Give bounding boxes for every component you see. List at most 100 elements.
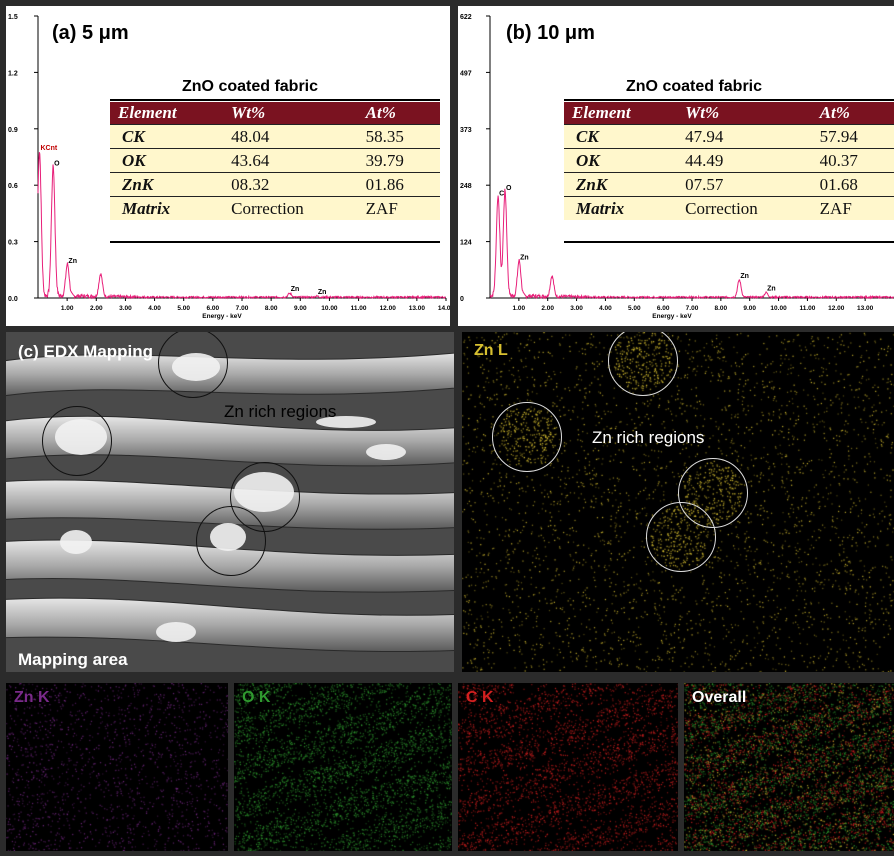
cell: 47.94 (677, 124, 812, 149)
x-tick-label: 8.00 (265, 305, 278, 312)
x-tick-label: 3.00 (570, 305, 583, 312)
sem-image: (c) EDX Mapping Zn rich regions Mapping … (6, 332, 454, 672)
cell: Correction (677, 196, 812, 220)
x-tick-label: 9.00 (294, 305, 307, 312)
c-k-label: C K (466, 689, 494, 706)
cell: 58.35 (357, 124, 440, 149)
x-tick-label: 6.00 (657, 305, 670, 312)
x-tick-label: 12.00 (380, 305, 397, 312)
zn-l-map: Zn L Zn rich regions (462, 332, 894, 672)
peak-label: Zn (68, 258, 77, 265)
zn-rich-circle (492, 402, 562, 472)
cell: 44.49 (677, 148, 812, 173)
zn-k-dots (6, 683, 228, 851)
x-tick-label: 1.00 (513, 305, 526, 312)
x-tick-label: 7.00 (686, 305, 699, 312)
overall-label: Overall (692, 689, 747, 706)
spectrum-panel-a: 0.0 0.3 0.6 0.9 1.2 1.5 1.00 2.00 3.00 4.00 5.00 6.… (6, 6, 450, 326)
header-at: At% (357, 102, 440, 125)
header-wt: Wt% (223, 102, 358, 125)
x-tick-label: 6.00 (207, 305, 220, 312)
zn-rich-circle (158, 332, 228, 398)
x-axis-label: Energy - keV (652, 313, 692, 320)
y-tick-label: 1.2 (8, 70, 18, 77)
peak-label: Zn (318, 289, 327, 296)
x-tick-label: 13.00 (857, 305, 874, 312)
zn-rich-circle (230, 462, 300, 532)
overall-dots (684, 683, 894, 851)
header-wt: Wt% (677, 102, 812, 125)
cell: OK (110, 148, 224, 173)
x-tick-label: 5.00 (628, 305, 641, 312)
panel-a-label: (a) 5 μm (52, 22, 129, 44)
table-header-row: Element Wt% At% (564, 102, 894, 125)
cell: 01.68 (811, 172, 894, 197)
table-b: Element Wt% At% CK 47.94 57.94 OK 44.49 40.3… (564, 102, 894, 220)
y-tick-label: 497 (460, 70, 472, 77)
peak-label: Zn (520, 255, 529, 262)
zn-k-map: Zn K (6, 683, 228, 851)
cell: Correction (223, 196, 358, 220)
cell: 48.04 (223, 124, 358, 149)
peak-label: KCnt (40, 145, 57, 152)
table-row: OK 44.49 40.37 (564, 148, 894, 173)
table-b-title: ZnO coated fabric (626, 78, 763, 95)
cell: ZAF (357, 196, 440, 220)
zn-l-label: Zn L (474, 342, 508, 359)
header-element: Element (110, 102, 224, 125)
x-tick-label: 10.00 (321, 305, 338, 312)
x-tick-label: 12.00 (828, 305, 845, 312)
table-header-row: Element Wt% At% (110, 102, 440, 125)
x-tick-label: 4.00 (148, 305, 161, 312)
table-row: CK 48.04 58.35 (110, 124, 440, 149)
zn-rich-circle (608, 332, 678, 396)
y-tick-label: 373 (460, 127, 472, 134)
x-tick-label: 14.00 (438, 305, 450, 312)
x-tick-label: 1.00 (61, 305, 74, 312)
cell: 01.86 (357, 172, 440, 197)
peak-label: Zn (767, 285, 776, 292)
table-a-bottom-rule (110, 241, 440, 243)
cell: 57.94 (811, 124, 894, 149)
cell: OK (564, 148, 678, 173)
x-tick-label: 5.00 (177, 305, 190, 312)
y-tick-label: 124 (460, 240, 472, 247)
overall-map: Overall (684, 683, 894, 851)
peak-label: Zn (740, 273, 749, 280)
cell: Matrix (564, 196, 678, 220)
table-b-top-rule (564, 99, 894, 101)
table-row: Matrix Correction ZAF (564, 196, 894, 220)
peak-label: Zn (291, 286, 300, 293)
y-tick-label: 622 (460, 14, 472, 21)
spectrum-line (489, 188, 894, 300)
table-a-top-rule (110, 99, 440, 101)
x-tick-label: 2.00 (90, 305, 103, 312)
x-tick-label: 13.00 (409, 305, 426, 312)
cell: 08.32 (223, 172, 358, 197)
panel-b-label: (b) 10 μm (506, 22, 595, 44)
y-tick-label: 0.3 (8, 240, 18, 247)
y-tick-label: 0.6 (8, 183, 18, 190)
y-tick-label: 1.5 (8, 14, 18, 21)
x-tick-label: 2.00 (541, 305, 554, 312)
y-tick-label: 0.0 (8, 296, 18, 303)
fiber-texture (6, 332, 454, 672)
x-axis-label: Energy - keV (202, 313, 242, 320)
zn-rich-circle (646, 502, 716, 572)
o-k-dots (234, 683, 452, 851)
peak-label: C (499, 190, 504, 197)
cell: ZnK (110, 172, 224, 197)
mapping-area-label: Mapping area (18, 650, 128, 669)
x-tick-label: 11.00 (799, 305, 815, 312)
x-tick-label: 4.00 (599, 305, 612, 312)
cell: ZAF (811, 196, 894, 220)
zn-k-label: Zn K (14, 689, 50, 706)
cell: ZnK (564, 172, 678, 197)
x-tick-label: 11.00 (351, 305, 367, 312)
header-element: Element (564, 102, 678, 125)
table-a-title: ZnO coated fabric (182, 78, 319, 95)
x-tick-label: 7.00 (236, 305, 249, 312)
zn-rich-circle (196, 506, 266, 576)
x-tick-label: 3.00 (119, 305, 132, 312)
cell: 40.37 (811, 148, 894, 173)
